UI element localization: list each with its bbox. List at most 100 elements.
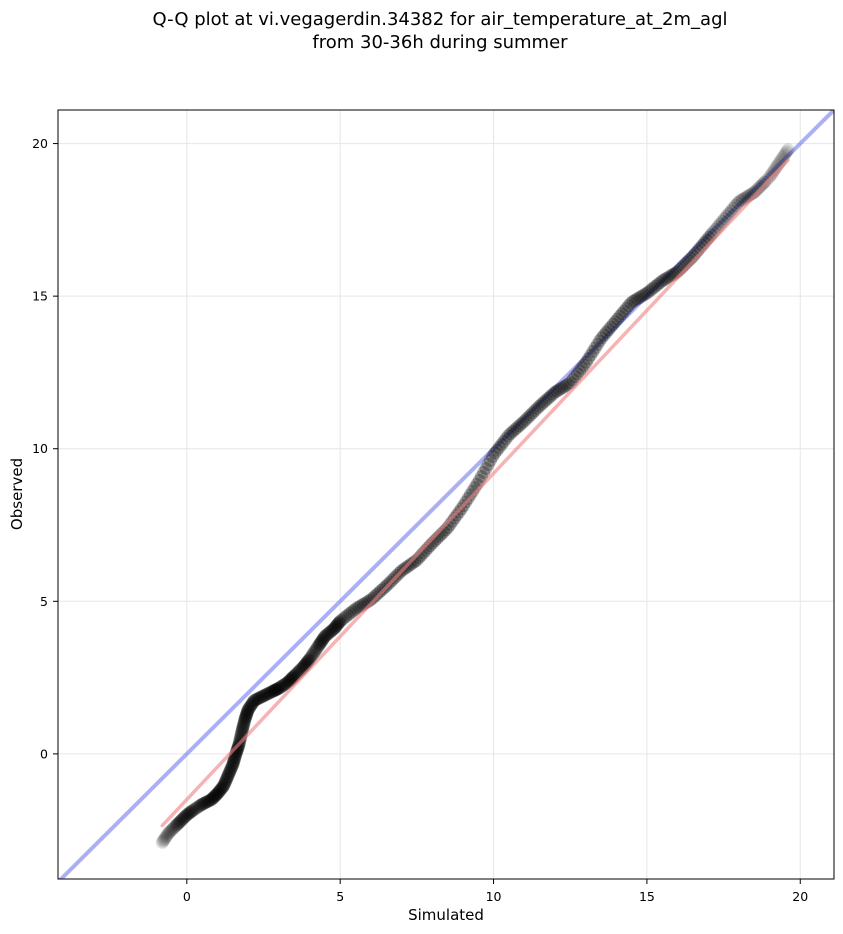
quantile-point: [602, 323, 616, 337]
quantile-point: [278, 677, 292, 691]
quantile-point: [246, 696, 260, 710]
chart-title-line-2: from 30-36h during summer: [312, 32, 568, 53]
quantile-point: [330, 618, 344, 632]
quantile-point: [200, 795, 214, 809]
quantile-point: [196, 797, 210, 811]
fit-line: [160, 158, 790, 828]
quantile-point: [217, 779, 231, 793]
quantile-point: [179, 808, 193, 822]
quantile-point: [243, 700, 257, 714]
quantile-points: [155, 143, 795, 849]
quantile-point: [219, 774, 233, 788]
quantile-point: [510, 421, 524, 435]
quantile-point: [644, 283, 658, 297]
quantile-point: [312, 639, 326, 653]
quantile-point: [488, 446, 502, 460]
quantile-point: [282, 674, 296, 688]
quantile-point: [370, 588, 384, 602]
quantile-point: [546, 387, 560, 401]
quantile-point: [528, 404, 542, 418]
quantile-point: [304, 651, 318, 664]
quantile-point: [261, 687, 275, 701]
quantile-point: [575, 361, 589, 375]
quantile-point: [161, 827, 175, 841]
quantile-point: [517, 415, 531, 429]
quantile-point: [341, 608, 355, 622]
quantile-point: [247, 693, 261, 707]
quantile-point: [463, 488, 477, 502]
quantile-point: [751, 182, 765, 196]
quantile-point: [245, 697, 259, 711]
quantile-point: [177, 811, 191, 825]
quantile-point: [347, 603, 361, 617]
quantile-point: [253, 691, 267, 705]
quantile-point: [617, 304, 631, 318]
quantile-point: [646, 281, 660, 295]
quantile-point: [236, 719, 250, 733]
quantile-point: [171, 816, 185, 830]
quantile-point: [631, 292, 645, 306]
quantile-point: [731, 196, 745, 210]
quantile-point: [225, 760, 239, 774]
quantile-point: [205, 792, 219, 806]
quantile-point: [577, 358, 591, 372]
quantile-point: [548, 385, 562, 399]
quantile-point: [188, 802, 202, 816]
quantile-point: [483, 453, 497, 467]
quantile-point: [557, 380, 571, 394]
quantile-point: [532, 399, 546, 413]
quantile-point: [597, 328, 611, 342]
quantile-point: [223, 765, 237, 779]
quantile-point: [610, 312, 624, 326]
quantile-point: [266, 684, 280, 698]
quantile-point: [764, 169, 778, 183]
quantile-point: [568, 370, 582, 384]
quantile-point: [187, 803, 201, 817]
quantile-point: [593, 334, 607, 348]
quantile-point: [606, 317, 620, 331]
quantile-point: [313, 637, 327, 651]
y-tick-label: 10: [32, 441, 48, 456]
y-tick-label: 20: [32, 136, 48, 151]
quantile-point: [210, 787, 224, 801]
quantile-point: [226, 757, 240, 771]
quantile-point: [255, 689, 269, 703]
quantile-point: [228, 751, 242, 765]
quantile-point: [157, 833, 171, 847]
quantile-point: [162, 825, 176, 839]
quantile-point: [279, 676, 293, 690]
quantile-point: [524, 408, 538, 422]
quantile-point: [758, 175, 772, 189]
quantile-point: [780, 145, 794, 159]
quantile-point: [217, 777, 231, 791]
quantile-point: [235, 725, 249, 739]
quantile-point: [158, 831, 172, 845]
quantile-point: [474, 469, 488, 483]
quantile-point: [195, 797, 209, 811]
quantile-point: [263, 685, 277, 699]
quantile-point: [724, 204, 738, 218]
quantile-point: [308, 645, 322, 659]
quantile-point: [497, 435, 511, 449]
quantile-point: [781, 143, 795, 157]
quantile-point: [317, 631, 331, 645]
quantile-point: [213, 783, 227, 797]
quantile-point: [319, 628, 333, 642]
quantile-point: [239, 708, 253, 722]
quantile-point: [326, 623, 340, 637]
quantile-point: [276, 678, 290, 692]
chart-title-line-1: Q-Q plot at vi.vegagerdin.34382 for air_…: [153, 9, 728, 30]
quantile-point: [365, 592, 379, 606]
quantile-point: [762, 171, 776, 185]
identity-line-layer: [58, 110, 834, 879]
quantile-point: [492, 440, 506, 454]
y-tick-label: 0: [40, 746, 48, 761]
quantile-point: [221, 768, 235, 782]
quantile-point: [210, 787, 224, 801]
quantile-point: [481, 457, 495, 471]
quantile-point: [175, 813, 189, 827]
quantile-point: [240, 707, 254, 721]
quantile-point: [735, 193, 749, 207]
quantile-point: [588, 341, 602, 355]
quantile-point: [535, 397, 549, 411]
